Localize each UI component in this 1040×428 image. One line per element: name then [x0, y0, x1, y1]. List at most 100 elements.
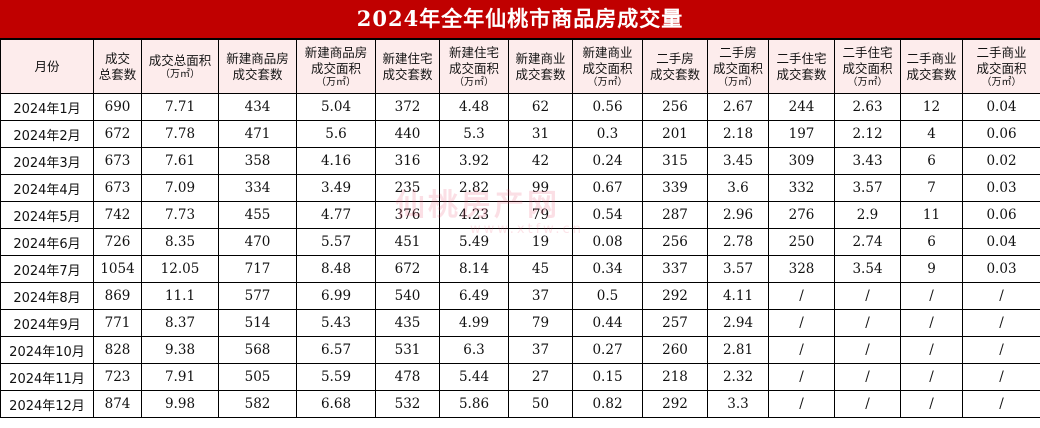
table-row: 2024年7月 1054 12.05 717 8.48 672 8.14 45 0.34 337 3…	[0, 255, 1040, 283]
value-cell: 455	[218, 201, 297, 229]
column-header-label: 新建商品房	[304, 44, 368, 60]
value-cell: 8.35	[141, 228, 219, 256]
column-header-label: 成交套数	[232, 66, 283, 82]
value-cell: 5.44	[439, 363, 509, 391]
value-cell: 4.48	[439, 93, 509, 121]
value-cell: /	[962, 363, 1040, 391]
value-cell: /	[768, 363, 835, 391]
column-header-label: 成交套数	[906, 66, 957, 82]
value-cell: 292	[642, 282, 708, 310]
table-row: 2024年6月 726 8.35 470 5.57 451 5.49 19 0.08 256 2.7…	[0, 228, 1040, 256]
value-cell: 358	[218, 147, 297, 175]
value-cell: 334	[218, 174, 297, 202]
value-cell: 315	[642, 147, 708, 175]
column-header-label: 新建住宅	[448, 44, 499, 60]
value-cell: 3.45	[707, 147, 769, 175]
value-cell: 42	[508, 147, 573, 175]
value-cell: 9.98	[141, 390, 219, 418]
value-cell: 5.3	[439, 120, 509, 148]
month-cell: 2024年5月	[0, 201, 94, 229]
column-header: 成交 总套数	[93, 39, 142, 94]
column-header: 二手房 成交面积 （万㎡）	[707, 39, 769, 94]
value-cell: 0.67	[572, 174, 643, 202]
value-cell: 50	[508, 390, 573, 418]
value-cell: 260	[642, 336, 708, 364]
value-cell: 435	[375, 309, 440, 337]
value-cell: 7.61	[141, 147, 219, 175]
value-cell: 0.3	[572, 120, 643, 148]
value-cell: 742	[93, 201, 142, 229]
value-cell: 0.56	[572, 93, 643, 121]
value-cell: 2.12	[834, 120, 901, 148]
column-header-unit: （万㎡）	[847, 76, 888, 88]
value-cell: /	[900, 282, 963, 310]
value-cell: 11	[900, 201, 963, 229]
month-cell: 2024年8月	[0, 282, 94, 310]
value-cell: 2.9	[834, 201, 901, 229]
value-cell: /	[768, 336, 835, 364]
value-cell: 250	[768, 228, 835, 256]
value-cell: 7.71	[141, 93, 219, 121]
column-header: 二手住宅 成交套数	[768, 39, 835, 94]
value-cell: 4.77	[296, 201, 376, 229]
value-cell: 717	[218, 255, 297, 283]
value-cell: 471	[218, 120, 297, 148]
value-cell: /	[900, 336, 963, 364]
column-header-label: 成交面积	[976, 60, 1027, 76]
value-cell: 0.44	[572, 309, 643, 337]
value-cell: 309	[768, 147, 835, 175]
value-cell: 478	[375, 363, 440, 391]
value-cell: 7.78	[141, 120, 219, 148]
column-header-label: 二手住宅	[776, 50, 827, 66]
value-cell: /	[834, 390, 901, 418]
value-cell: 332	[768, 174, 835, 202]
value-cell: 0.15	[572, 363, 643, 391]
value-cell: /	[768, 309, 835, 337]
value-cell: 3.92	[439, 147, 509, 175]
value-cell: 0.03	[962, 255, 1040, 283]
column-header: 月份	[0, 39, 94, 94]
value-cell: 7.73	[141, 201, 219, 229]
column-header-unit: （万㎡）	[587, 76, 628, 88]
value-cell: 27	[508, 363, 573, 391]
month-cell: 2024年10月	[0, 336, 94, 364]
value-cell: 12	[900, 93, 963, 121]
value-cell: 5.04	[296, 93, 376, 121]
value-cell: 672	[375, 255, 440, 283]
value-cell: 328	[768, 255, 835, 283]
month-cell: 2024年3月	[0, 147, 94, 175]
value-cell: 0.03	[962, 174, 1040, 202]
value-cell: 869	[93, 282, 142, 310]
value-cell: 0.02	[962, 147, 1040, 175]
value-cell: 6.49	[439, 282, 509, 310]
value-cell: 451	[375, 228, 440, 256]
column-header-label: 二手住宅	[842, 44, 893, 60]
value-cell: 337	[642, 255, 708, 283]
sales-table: 月份 成交 总套数 成交总面积 （万㎡） 新建商品房 成交套数 新建商品房 成交面积 （万㎡） 新建…	[0, 39, 1040, 418]
month-cell: 2024年1月	[0, 93, 94, 121]
table-row: 2024年4月 673 7.09 334 3.49 235 2.82 99 0.67 339 3.6…	[0, 174, 1040, 202]
column-header: 新建商业 成交面积 （万㎡）	[572, 39, 643, 94]
column-header-label: 成交套数	[382, 66, 433, 82]
value-cell: 37	[508, 336, 573, 364]
value-cell: 5.57	[296, 228, 376, 256]
month-cell: 2024年4月	[0, 174, 94, 202]
value-cell: 79	[508, 309, 573, 337]
column-header-label: 成交面积	[582, 60, 633, 76]
value-cell: /	[962, 390, 1040, 418]
value-cell: 540	[375, 282, 440, 310]
value-cell: 2.18	[707, 120, 769, 148]
value-cell: 771	[93, 309, 142, 337]
column-header-label: 二手房	[719, 44, 757, 60]
value-cell: 3.49	[296, 174, 376, 202]
value-cell: 5.43	[296, 309, 376, 337]
column-header: 二手商业 成交面积 （万㎡）	[962, 39, 1040, 94]
value-cell: 673	[93, 147, 142, 175]
column-header-label: 成交面积	[712, 60, 763, 76]
value-cell: 4	[900, 120, 963, 148]
value-cell: 79	[508, 201, 573, 229]
value-cell: 292	[642, 390, 708, 418]
value-cell: 2.82	[439, 174, 509, 202]
value-cell: /	[962, 282, 1040, 310]
value-cell: 3.57	[834, 174, 901, 202]
